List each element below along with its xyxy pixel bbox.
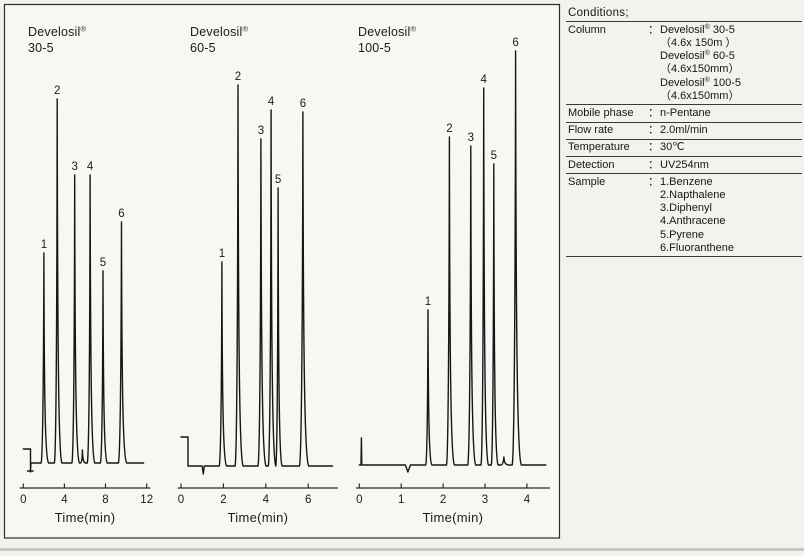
conditions-table-rows: Column： Develosil® 30-5 （4.6x 150m ） Develo… xyxy=(566,21,802,256)
condition-value-line: 30℃ xyxy=(660,141,685,154)
peak-label-5: 5 xyxy=(491,150,497,162)
peak-label-2: 2 xyxy=(446,123,452,135)
condition-values: UV254nm xyxy=(660,159,802,172)
peak-label-5: 5 xyxy=(100,257,106,269)
peak-label-6: 6 xyxy=(512,37,518,49)
x-axis-label: Time(min) xyxy=(228,510,289,525)
condition-row: Detection ： UV254nm xyxy=(566,156,802,173)
x-axis-tick-label: 6 xyxy=(305,494,311,506)
condition-value-line: n-Pentane xyxy=(660,106,711,119)
condition-values: 2.0ml/min xyxy=(660,124,802,137)
chromatogram-60-5: Develosil®60-5 1 2 3 4 5 6 0 2 4 6 Time(min) xyxy=(178,25,338,525)
peak-label-2: 2 xyxy=(235,71,241,83)
condition-value-line: （4.6x150mm） xyxy=(660,63,740,76)
scan-edge xyxy=(0,548,804,551)
x-axis-tick-label: 0 xyxy=(356,494,362,506)
x-axis-tick-label: 8 xyxy=(102,494,108,506)
condition-values: Develosil® 30-5 （4.6x 150m ） Develosil® 60… xyxy=(660,24,802,103)
condition-values: n-Pentane xyxy=(660,107,802,120)
trace-100-5 xyxy=(358,50,547,473)
x-axis-tick-label: 1 xyxy=(398,494,404,506)
x-axis-tick-label: 0 xyxy=(178,494,184,506)
condition-value-line: Develosil® 60-5 xyxy=(660,50,735,63)
condition-label: Flow rate xyxy=(568,124,614,137)
condition-value-line: UV254nm xyxy=(660,158,709,171)
condition-colon: ： xyxy=(648,158,659,171)
condition-colon: ： xyxy=(648,106,659,119)
chromatogram-title: Develosil® xyxy=(28,25,87,40)
condition-colon: ： xyxy=(648,141,659,154)
condition-colon: ： xyxy=(648,23,659,36)
condition-row: Column： Develosil® 30-5 （4.6x 150m ） Develo… xyxy=(566,21,802,104)
peak-label-3: 3 xyxy=(71,161,77,173)
chromatogram-title: Develosil® xyxy=(190,25,249,40)
chromatogram-subtitle: 30-5 xyxy=(28,41,54,55)
chromatogram-title: Develosil® xyxy=(358,25,417,40)
figure-border xyxy=(3,3,561,539)
x-axis-label: Time(min) xyxy=(55,510,116,525)
registered-mark: ® xyxy=(704,50,710,58)
peak-label-1: 1 xyxy=(425,296,431,308)
peak-label-4: 4 xyxy=(87,161,94,173)
chromatogram-subtitle: 60-5 xyxy=(190,41,216,55)
peak-label-4: 4 xyxy=(480,74,487,86)
chromatogram-figure: Develosil® 30-5 1 2 3 4 5 6 0 4 8 12 Time(min) Develo… xyxy=(3,3,561,539)
peak-label-3: 3 xyxy=(468,132,474,144)
chromatogram-100-5: Develosil®100-5 1 2 3 4 5 6 0 1 2 3 4 Time(min) xyxy=(355,25,550,525)
x-axis-label: Time(min) xyxy=(423,510,484,525)
condition-row: Temperature ： 30℃ xyxy=(566,138,802,156)
peak-label-3: 3 xyxy=(258,125,264,137)
conditions-panel: Conditions; Column： Develosil® 30-5 （4.6x … xyxy=(566,6,802,258)
registered-mark: ® xyxy=(704,23,710,31)
x-axis-tick-label: 4 xyxy=(524,494,531,506)
x-axis-tick-label: 0 xyxy=(20,494,26,506)
trace-60-5 xyxy=(180,84,334,475)
peak-label-2: 2 xyxy=(54,85,60,97)
condition-value-line: 5.Pyrene xyxy=(660,228,705,241)
condition-row: Flow rate ： 2.0ml/min xyxy=(566,121,802,139)
x-axis-tick-label: 12 xyxy=(140,494,153,506)
x-axis-tick-label: 3 xyxy=(482,494,488,506)
condition-values: 30℃ xyxy=(660,141,802,154)
condition-label: Detection xyxy=(568,158,615,171)
condition-value-line: 1.Benzene xyxy=(660,175,713,188)
condition-label: Temperature xyxy=(568,141,630,154)
condition-value-line: 2.Napthalene xyxy=(660,188,726,201)
x-axis-tick-label: 2 xyxy=(220,494,226,506)
peak-label-4: 4 xyxy=(268,96,275,108)
peak-label-6: 6 xyxy=(118,208,124,220)
x-axis-tick-label: 4 xyxy=(61,494,68,506)
peak-label-1: 1 xyxy=(219,248,225,260)
condition-value-line: Develosil® 100-5 xyxy=(660,76,742,89)
peak-label-5: 5 xyxy=(275,174,281,186)
condition-value-line: 4.Anthracene xyxy=(660,215,726,228)
condition-value-line: 6.Fluoranthene xyxy=(660,241,734,254)
chromatogram-subtitle: 100-5 xyxy=(358,41,391,55)
condition-value-line: 2.0ml/min xyxy=(660,124,708,137)
peak-label-1: 1 xyxy=(41,239,47,251)
condition-label: Sample xyxy=(568,175,606,188)
condition-label: Mobile phase xyxy=(568,106,634,119)
condition-row: Sample ： 1.Benzene 2.Napthalene 3.Diphenyl 4.… xyxy=(566,173,802,256)
condition-row: Mobile phase ： n-Pentane xyxy=(566,104,802,121)
condition-value-line: （4.6x150mm） xyxy=(660,89,740,102)
trace-30-5 xyxy=(22,98,145,473)
peak-label-6: 6 xyxy=(300,98,306,110)
condition-label: Column xyxy=(568,23,606,36)
condition-colon: ： xyxy=(648,124,659,137)
condition-value-line: Develosil® 30-5 xyxy=(660,23,735,36)
x-axis-tick-label: 2 xyxy=(440,494,446,506)
condition-value-line: 3.Diphenyl xyxy=(660,202,712,215)
condition-value-line: （4.6x 150m ） xyxy=(660,36,737,49)
condition-colon: ： xyxy=(648,175,659,188)
condition-values: 1.Benzene 2.Napthalene 3.Diphenyl 4.Anthrac… xyxy=(660,176,802,255)
x-axis-tick-label: 4 xyxy=(263,494,270,506)
registered-mark: ® xyxy=(704,76,710,84)
conditions-header: Conditions; xyxy=(568,7,629,19)
